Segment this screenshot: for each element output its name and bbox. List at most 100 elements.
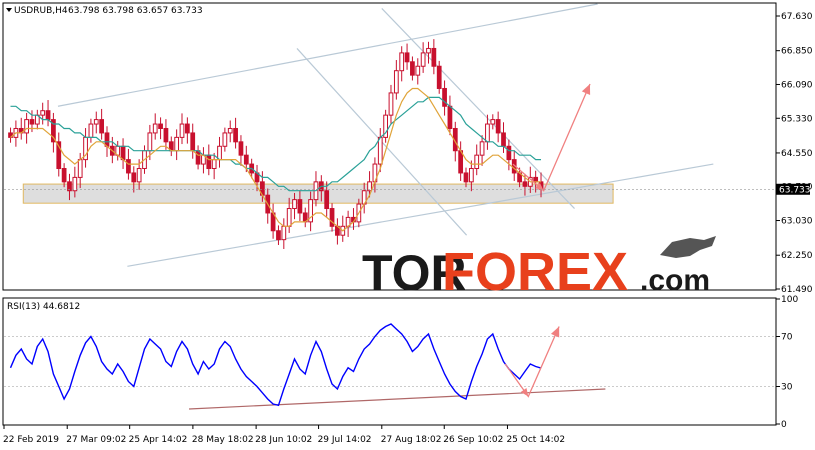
candle-body — [431, 47, 437, 67]
candle-body — [297, 199, 303, 214]
candle — [179, 113, 185, 145]
candle-body — [426, 47, 431, 54]
candle-body — [522, 181, 528, 187]
candle — [410, 56, 415, 81]
candle — [399, 46, 405, 82]
candle-body — [324, 190, 330, 210]
ma-slow-line — [10, 96, 541, 192]
candle — [388, 84, 394, 125]
candle-body — [67, 181, 72, 192]
rsi-tick-label: 100 — [781, 295, 798, 305]
candle-body — [243, 154, 249, 165]
candle-body — [56, 141, 62, 170]
candle-body — [383, 114, 389, 138]
candle — [158, 117, 163, 140]
candle-body — [495, 119, 501, 134]
candle-body — [415, 65, 421, 76]
candle-body — [45, 110, 51, 121]
time-tick-label: 27 Mar 09:02 — [66, 435, 126, 445]
candle — [297, 190, 303, 221]
candle — [442, 80, 447, 116]
candle-body — [152, 123, 158, 134]
candle-body — [308, 199, 313, 223]
candle — [163, 119, 169, 150]
ascending-channel-lower — [127, 163, 714, 267]
chart-title: USDRUB,H4 — [14, 6, 68, 16]
candle-body — [104, 132, 110, 147]
candle — [490, 114, 496, 130]
candle — [227, 120, 233, 143]
candle — [367, 171, 372, 198]
candle-body — [88, 123, 94, 138]
candle-body — [276, 230, 281, 241]
price-forecast-arrow-head — [581, 84, 591, 95]
candle-body — [174, 136, 180, 152]
time-tick-label: 25 Apr 14:02 — [129, 435, 188, 445]
candle — [393, 60, 399, 100]
candle — [61, 163, 67, 188]
time-tick-label: 29 Jul 14:02 — [318, 435, 372, 445]
time-tick-label: 22 Feb 2019 — [3, 435, 59, 445]
candle-body — [222, 132, 228, 147]
candle — [383, 109, 389, 143]
price-y-axis: 67.63066.85066.09065.33064.55063.79063.0… — [776, 12, 813, 295]
candle-body — [51, 119, 56, 143]
price-tick-label: 66.850 — [781, 47, 813, 57]
candle-body — [29, 119, 35, 125]
candle-body — [211, 159, 217, 170]
rsi-forecast-arrow-vertex-head — [520, 387, 529, 397]
price-tick-label: 62.250 — [781, 251, 813, 261]
candle-body — [120, 145, 126, 161]
candle-body — [501, 132, 506, 147]
candle-body — [158, 123, 163, 129]
candle — [308, 191, 313, 232]
candle-body — [93, 119, 99, 125]
candle-body — [217, 145, 222, 161]
candle-body — [485, 123, 490, 143]
rsi-panel — [2, 297, 777, 426]
dropdown-arrow-icon[interactable] — [6, 8, 12, 12]
watermark-tor: TOR — [362, 245, 467, 301]
price-tick-label: 63.030 — [781, 217, 813, 227]
candle-body — [463, 172, 469, 183]
candle-body — [442, 87, 447, 107]
candle-body — [147, 132, 153, 152]
candle — [420, 42, 426, 73]
candle — [99, 108, 105, 140]
candle-body — [195, 150, 201, 165]
price-tick-label: 67.630 — [781, 12, 813, 22]
candle — [184, 117, 190, 144]
time-tick-label: 26 Sep 10:02 — [443, 435, 503, 445]
candle — [67, 173, 72, 201]
price-forecast-arrow-vertex-head — [535, 182, 544, 191]
candle — [506, 139, 512, 171]
candle — [40, 102, 46, 125]
candle-body — [474, 154, 480, 170]
candle-body — [410, 61, 415, 76]
candle-body — [179, 123, 185, 138]
watermark-forex: FOREX — [442, 242, 628, 302]
candle-body — [233, 127, 238, 143]
candle-body — [227, 127, 233, 134]
candle-body — [286, 208, 292, 227]
rsi-line — [9, 323, 542, 407]
candle — [404, 43, 410, 70]
candle — [495, 111, 501, 143]
candle-body — [72, 176, 78, 192]
candle — [276, 225, 281, 245]
candle-body — [420, 52, 426, 67]
candle — [324, 181, 330, 217]
candle-body — [206, 154, 212, 170]
rsi-tick-label: 70 — [781, 333, 793, 343]
time-tick-label: 28 Jun 10:02 — [255, 435, 312, 445]
candle-body — [184, 123, 190, 134]
candle — [468, 160, 474, 192]
time-tick-label: 28 May 18:02 — [192, 435, 254, 445]
candle-body — [99, 119, 105, 134]
candle — [292, 192, 297, 220]
time-x-axis: 22 Feb 2019 27 Mar 09:02 25 Apr 14:02 28 Ma… — [3, 425, 565, 445]
candle-body — [136, 168, 142, 183]
ascending-channel-upper — [57, 3, 598, 107]
candle-body — [447, 105, 453, 129]
